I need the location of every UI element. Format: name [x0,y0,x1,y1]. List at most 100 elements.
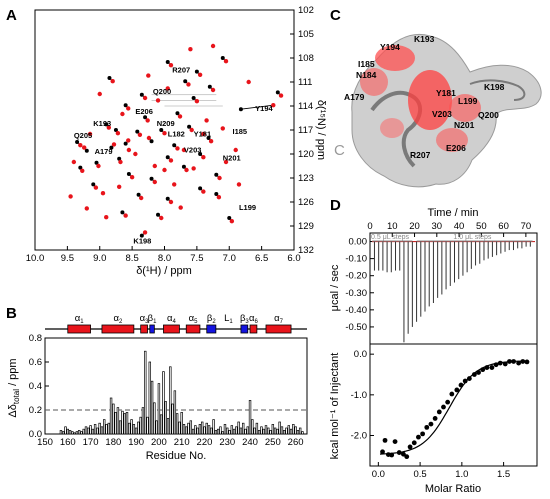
d-top-ytick-label: -0.50 [345,322,367,333]
a-peak-free [123,141,128,146]
label-e206: E206 [446,143,466,153]
d-isotherm-point [449,391,455,397]
b-bar [285,427,288,435]
highlight-y181 [408,70,452,130]
b-bar [75,431,79,435]
ss-label-sub: 7 [280,319,284,325]
b-bar [178,421,181,435]
d-isotherm-point [420,431,426,437]
a-label-n209: N209 [157,119,175,128]
a-peak-free [175,111,180,116]
a-peak-bound [168,199,174,205]
a-peak-bound [217,175,222,181]
a-peak-bound [191,166,196,171]
a-peak-free [123,103,128,108]
a-peak-bound [278,93,284,98]
a-peak-free [165,60,170,64]
d-top-xtick-label: 60 [498,221,509,232]
a-peak-bound [168,158,174,163]
a-peak-bound [80,168,85,173]
a-peak-free [120,210,125,215]
panel-d-bottom-frame [369,343,538,467]
ss-label: α2 [113,313,123,325]
b-bar [77,430,81,435]
a-peak-bound [186,82,191,87]
b-bar [246,426,249,435]
label-a179: A179 [344,92,365,102]
d-isotherm-point [462,378,468,384]
b-bar [198,424,202,435]
b-bar [107,422,110,435]
b-bar [141,407,145,435]
a-peak-bound [194,99,200,104]
a-peak-free [126,172,131,176]
a-peak-bound [84,206,90,211]
b-bar [100,426,104,435]
label-l199: L199 [458,96,478,106]
a-peak-bound [118,159,123,165]
panel-d-isotherm-points [380,359,530,460]
b-bar [121,410,124,435]
d-bot-ytick-label: -2.0 [351,431,367,442]
d-step-label-2: 1.0 μL steps [453,234,492,241]
b-bar [185,426,188,435]
a-peak-free [149,139,154,144]
ss-label-sub: 2 [212,319,216,325]
a-ytick-label: 111 [298,77,312,88]
a-ytick-label: 114 [298,101,313,112]
a-peak-bound [68,194,73,199]
panel-label-b: B [6,305,17,322]
panel-a-ylabel: δ(¹⁵N) / ppm [315,100,327,160]
ss-label-sub: 3 [145,319,149,325]
panel-c-structure: C K193 Y194 I185 N184 A179 Y181 K198 L19… [334,34,542,188]
b-ytick-label: 0.2 [29,405,42,416]
panel-d-bottom-xlabel: Molar Ratio [425,483,481,495]
b-bar [221,431,224,435]
ss-label-sub: 6 [255,319,259,325]
d-isotherm-point [471,372,477,377]
b-bar [223,424,227,435]
a-xtick-label: 8.0 [158,253,171,264]
ss-label-sub: 1 [153,319,157,325]
highlight-a179 [380,118,404,138]
b-bar [207,425,211,435]
b-bar [89,425,92,435]
a-peak-free [84,148,89,153]
b-bar [114,412,117,435]
ss-strand [206,324,217,334]
panel-a-hsqc: 10.0 9.5 9.0 8.5 8.0 7.5 7.0 6.5 6.0 102 105 108 111… [26,5,327,277]
b-bar [155,420,158,435]
ss-label: α3 [140,313,150,325]
a-peak-free [78,165,83,170]
a-label-y181: Y181 [194,129,212,138]
a-peak-bound [197,72,203,78]
d-isotherm-point [380,449,385,455]
b-bar [169,366,172,435]
a-peak-bound [133,151,138,157]
b-xtick-label: 230 [219,437,235,448]
b-bar [239,427,243,435]
a-peak-free [139,92,144,97]
panel-b-ylabel-unit: / ppm [7,358,19,389]
b-bar [226,427,229,435]
b-bar [146,416,149,435]
b-bar [96,427,99,435]
a-peak-free [159,128,164,132]
b-bar [219,426,222,435]
b-bar [212,419,215,435]
a-peak-free [198,186,203,191]
a-peak-free [214,192,219,196]
b-xtick-label: 220 [197,437,213,448]
b-bar [137,421,140,435]
b-bar [93,424,97,435]
panel-d-itc: 0 10 20 30 40 50 60 70 0.00 -0.10 -0.20 -0.30 -0.40 -… [329,207,538,495]
a-peak-bound [152,163,157,169]
a-xtick-label: 8.5 [126,253,139,264]
b-ytick-label: 0.8 [29,333,42,344]
b-bar [244,428,247,435]
a-peak-bound [126,147,132,153]
a-peak-bound [71,159,77,165]
d-isotherm-point [411,440,417,446]
a-ytick-label: 102 [298,5,314,16]
